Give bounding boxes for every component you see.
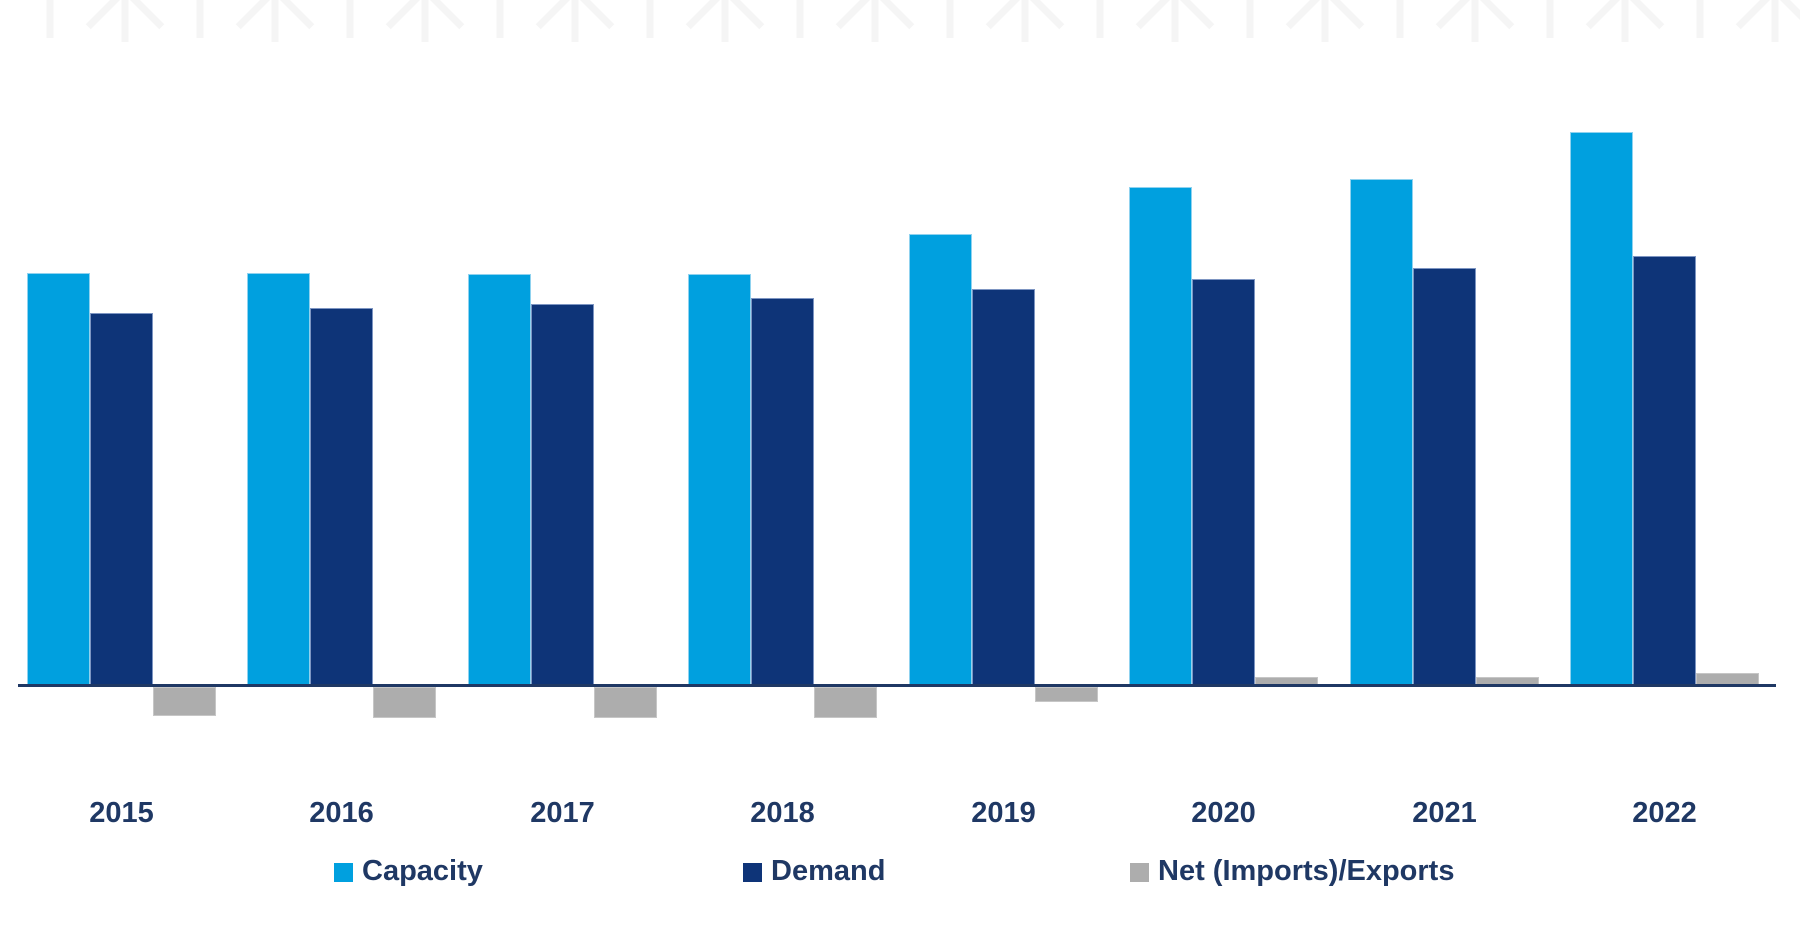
x-axis-label-2018: 2018 (750, 797, 815, 829)
bar-demand-2015 (90, 313, 153, 687)
bar-capacity-2020 (1129, 187, 1192, 687)
legend-item-capacity: Capacity (334, 855, 483, 888)
x-axis-label-2020: 2020 (1191, 797, 1256, 829)
legend-label-demand: Demand (771, 855, 886, 887)
demand-swatch-icon (743, 863, 762, 882)
bar-capacity-2016 (247, 273, 310, 687)
bar-demand-2016 (310, 308, 373, 687)
bar-capacity-2018 (688, 274, 751, 687)
bar-demand-2021 (1413, 268, 1476, 687)
bar-capacity-2021 (1350, 179, 1413, 687)
legend-label-capacity: Capacity (362, 855, 483, 887)
bar-capacity-2022 (1570, 132, 1633, 687)
bar-net-imports-exports-2016 (373, 687, 436, 718)
legend: Capacity Demand Net (Imports)/Exports (0, 855, 1800, 900)
bar-capacity-2017 (468, 274, 531, 687)
x-axis-label-2015: 2015 (89, 797, 154, 829)
x-axis-baseline (18, 684, 1776, 687)
bar-demand-2022 (1633, 256, 1696, 687)
bar-capacity-2015 (27, 273, 90, 687)
x-axis-label-2016: 2016 (309, 797, 374, 829)
background-pattern (0, 0, 1800, 46)
bar-net-imports-exports-2015 (153, 687, 216, 716)
bar-capacity-2019 (909, 234, 972, 687)
bar-net-imports-exports-2018 (814, 687, 877, 718)
bar-demand-2019 (972, 289, 1035, 687)
capacity-swatch-icon (334, 863, 353, 882)
bar-demand-2017 (531, 304, 594, 687)
asterisk-watermark-icon (46, 0, 1800, 42)
legend-item-net-imports-exports: Net (Imports)/Exports (1130, 855, 1454, 888)
x-axis-label-2021: 2021 (1412, 797, 1477, 829)
legend-label-net-imports-exports: Net (Imports)/Exports (1158, 855, 1455, 887)
net-imports-exports-swatch-icon (1130, 863, 1149, 882)
bar-net-imports-exports-2019 (1035, 687, 1098, 702)
bar-net-imports-exports-2017 (594, 687, 657, 718)
legend-item-demand: Demand (743, 855, 885, 888)
x-axis-label-2019: 2019 (971, 797, 1036, 829)
bar-demand-2020 (1192, 279, 1255, 687)
x-axis-label-2017: 2017 (530, 797, 595, 829)
x-axis-label-2022: 2022 (1632, 797, 1697, 829)
bar-demand-2018 (751, 298, 814, 687)
